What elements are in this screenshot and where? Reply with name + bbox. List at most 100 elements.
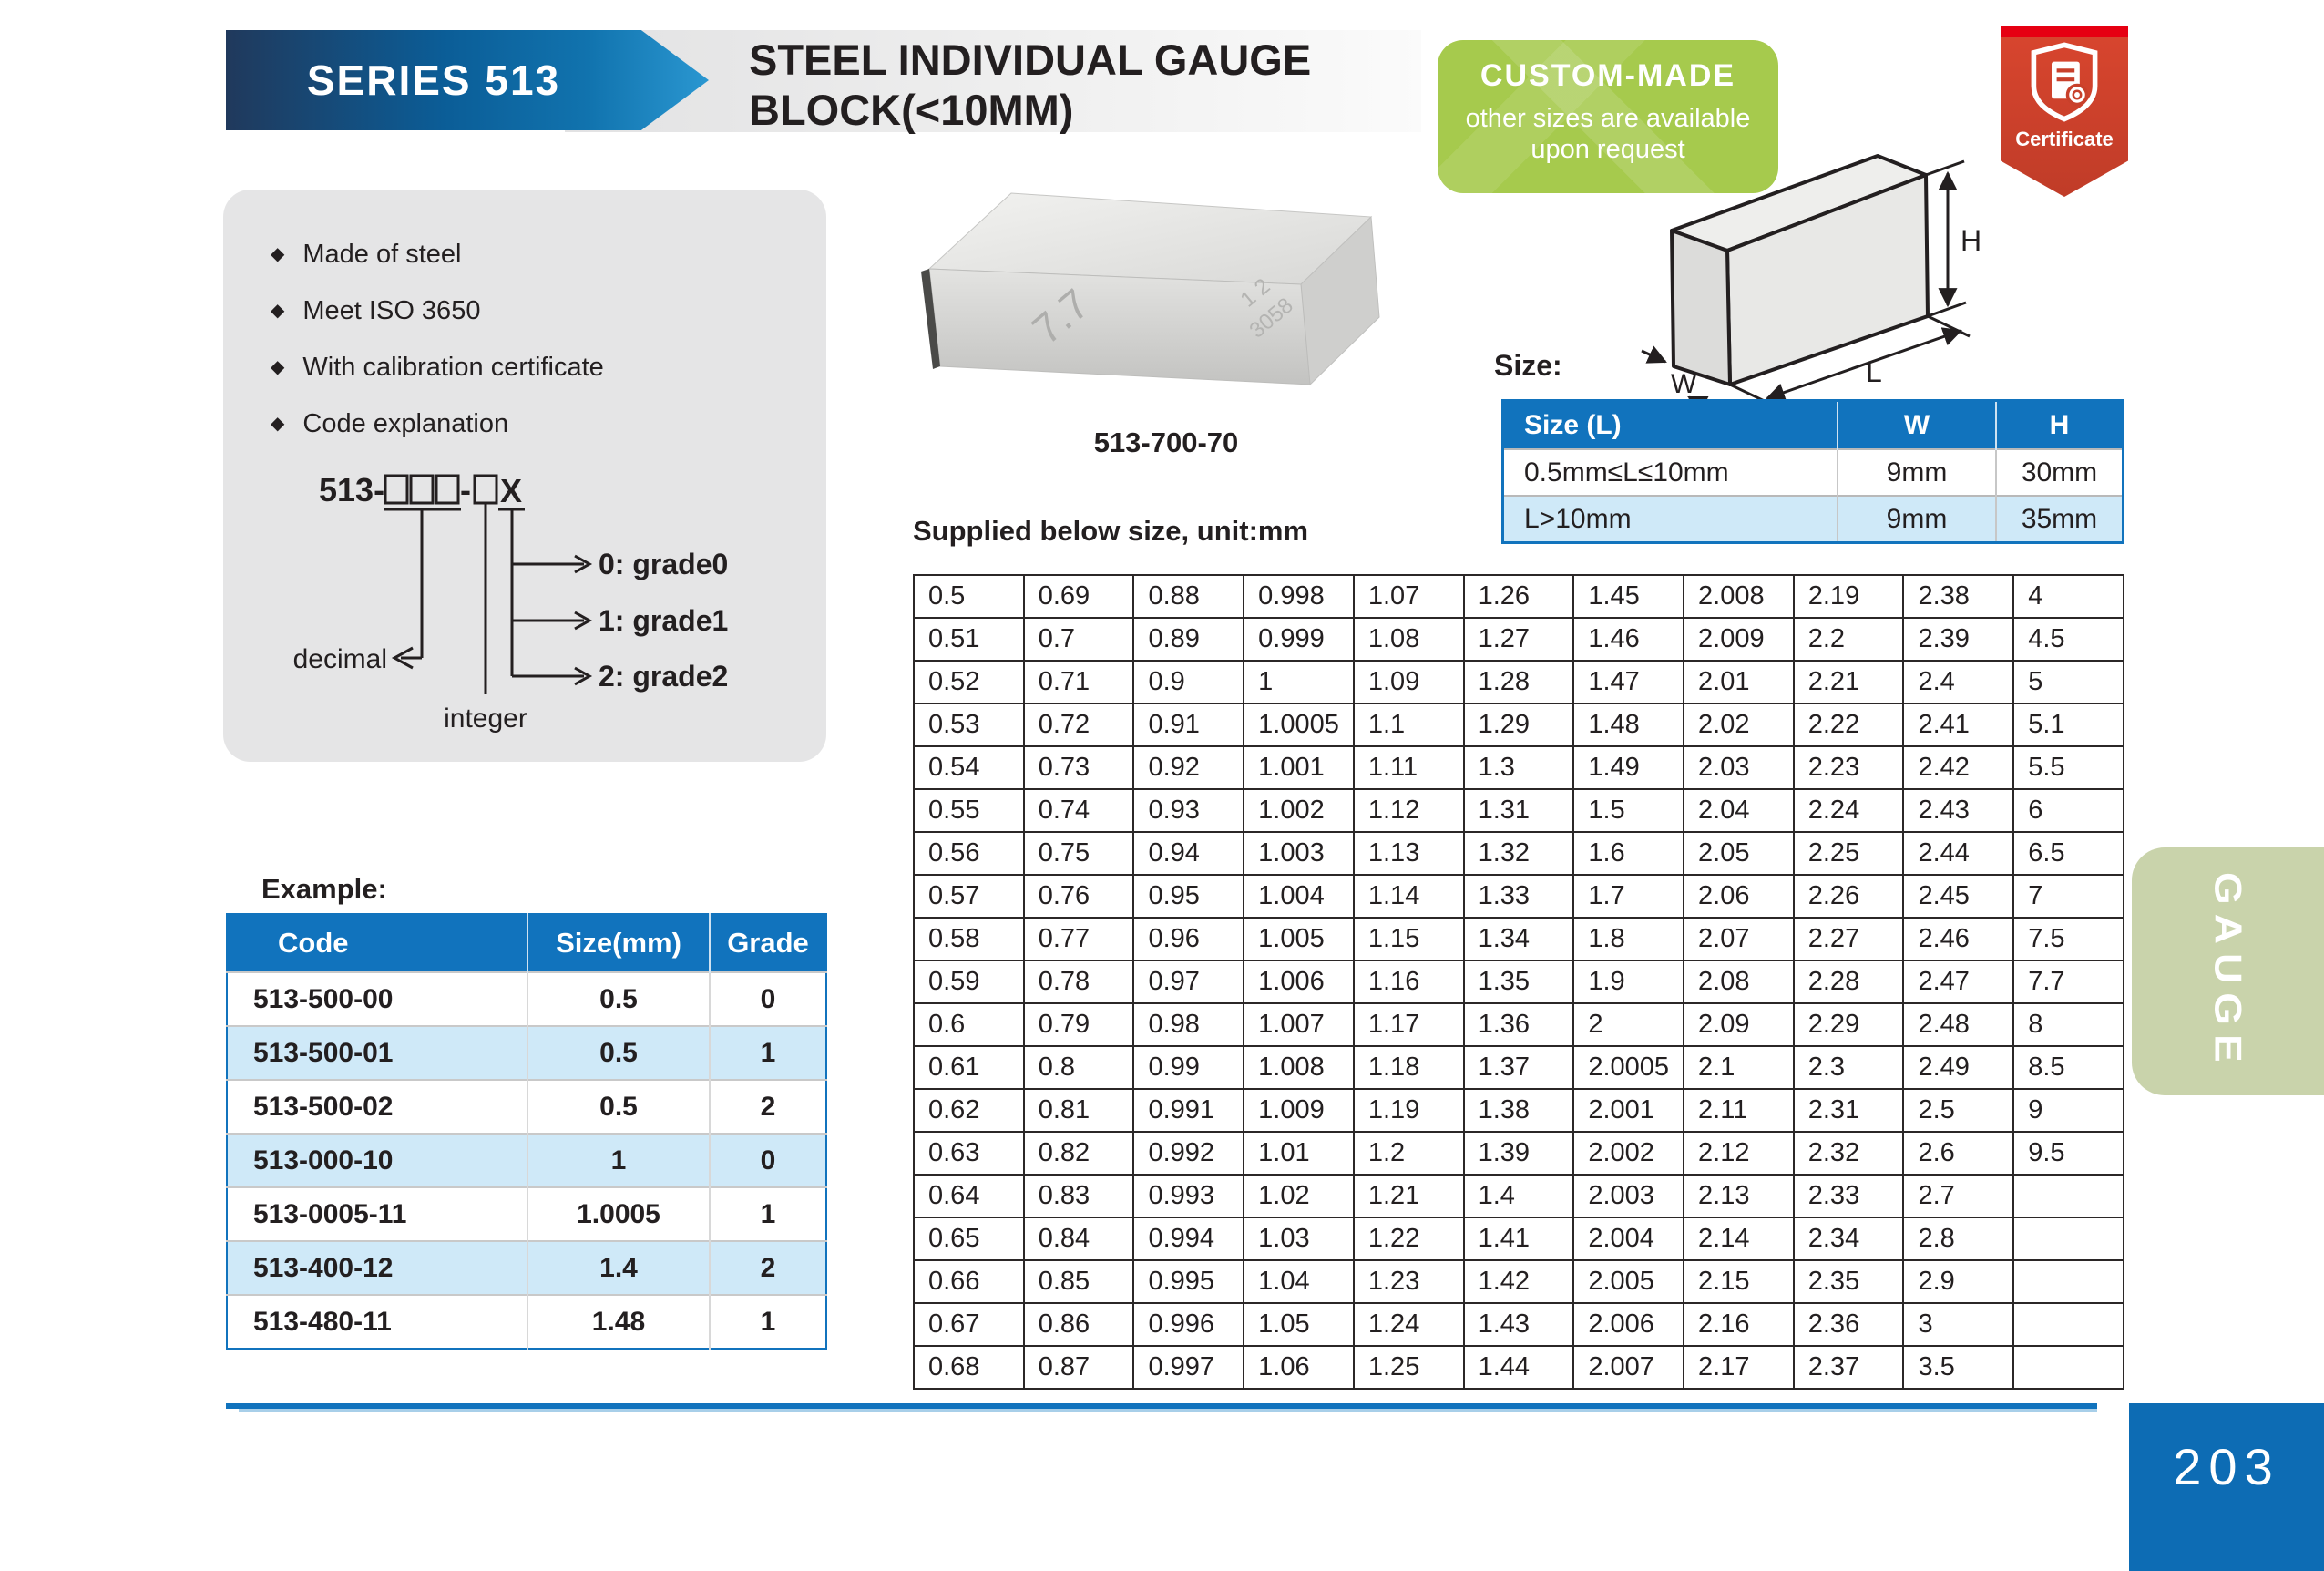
example-cell: 2 — [709, 1240, 826, 1295]
supplied-cell: 0.8 — [1022, 1045, 1135, 1090]
supplied-cell: 0.7 — [1022, 617, 1135, 662]
supplied-cell: 0.87 — [1022, 1345, 1135, 1390]
supplied-cell: 1.37 — [1462, 1045, 1575, 1090]
feature-item: ◆ Meet ISO 3650 — [271, 295, 481, 325]
supplied-cell: 0.53 — [913, 703, 1025, 747]
supplied-cell: 0.67 — [913, 1302, 1025, 1347]
supplied-cell: 1.05 — [1243, 1302, 1355, 1347]
title-strip — [565, 30, 1421, 132]
supplied-cell: 2.001 — [1572, 1088, 1685, 1133]
supplied-cell: 2.05 — [1683, 831, 1795, 876]
supplied-cell: 1.48 — [1572, 703, 1685, 747]
diamond-bullet-icon: ◆ — [271, 414, 285, 434]
supplied-cell: 2.33 — [1792, 1174, 1905, 1218]
supplied-cell: 0.98 — [1132, 1002, 1245, 1047]
supplied-cell: 2.35 — [1792, 1259, 1905, 1304]
supplied-cell: 0.66 — [913, 1259, 1025, 1304]
example-cell: 1.0005 — [527, 1186, 710, 1241]
supplied-cell: 0.82 — [1022, 1131, 1135, 1176]
supplied-cell: 1.36 — [1462, 1002, 1575, 1047]
supplied-cell: 1.13 — [1352, 831, 1465, 876]
supplied-cell: 1.43 — [1462, 1302, 1575, 1347]
custom-made-badge: CUSTOM-MADE other sizes are available up… — [1438, 40, 1778, 193]
supplied-cell: 1.6 — [1572, 831, 1685, 876]
code-explanation-diagram: 513- - X decimal integer 0: grade0 1: gr… — [293, 471, 729, 734]
supplied-cell: 1.16 — [1352, 960, 1465, 1004]
series-title: SERIES 513 — [306, 56, 561, 104]
supplied-cell: 0.998 — [1243, 574, 1355, 619]
supplied-cell: 0.71 — [1022, 660, 1135, 704]
supplied-cell: 1.5 — [1572, 788, 1685, 833]
page-number: 203 — [2173, 1438, 2280, 1495]
supplied-cell: 1.06 — [1243, 1345, 1355, 1390]
supplied-cell: 1.009 — [1243, 1088, 1355, 1133]
supplied-cell: 0.81 — [1022, 1088, 1135, 1133]
supplied-cell — [2012, 1302, 2124, 1347]
supplied-cell: 1.004 — [1243, 874, 1355, 919]
grade2-label: 2: grade2 — [599, 660, 728, 693]
supplied-cell: 0.6 — [913, 1002, 1025, 1047]
supplied-cell: 7.7 — [2012, 960, 2124, 1004]
table-row: 513-0005-11 1.0005 1 — [227, 1186, 826, 1241]
example-table: Code Size(mm) Grade 513-500-00 0.5 0 513-50… — [226, 913, 827, 1350]
supplied-cell: 8.5 — [2012, 1045, 2124, 1090]
supplied-cell: 2.25 — [1792, 831, 1905, 876]
supplied-cell: 0.95 — [1132, 874, 1245, 919]
supplied-cell: 8 — [2012, 1002, 2124, 1047]
supplied-cell: 9 — [2012, 1088, 2124, 1133]
supplied-cell: 1.15 — [1352, 917, 1465, 961]
table-row: 0.61 0.8 0.99 1.008 1.18 1.37 2.0005 2.1 2.3 2.49… — [913, 1045, 2124, 1090]
supplied-cell: 0.77 — [1022, 917, 1135, 961]
supplied-cell: 0.78 — [1022, 960, 1135, 1004]
supplied-cell: 0.75 — [1022, 831, 1135, 876]
custom-made-text: other sizes are available upon request — [1465, 104, 1751, 164]
supplied-cell: 1.01 — [1243, 1131, 1355, 1176]
example-cell: 1.4 — [527, 1240, 710, 1295]
supplied-cell: 2 — [1572, 1002, 1685, 1047]
size-col-header: H — [1995, 400, 2124, 449]
supplied-cell: 0.68 — [913, 1345, 1025, 1390]
page-title: STEEL INDIVIDUAL GAUGE BLOCK(<10MM) — [749, 35, 1311, 135]
example-cell: 0.5 — [527, 1025, 710, 1080]
feature-item: ◆ Made of steel — [271, 239, 462, 269]
supplied-cell: 1.31 — [1462, 788, 1575, 833]
supplied-cell: 1.14 — [1352, 874, 1465, 919]
example-col-header: Grade — [709, 914, 826, 972]
table-row: 513-000-10 1 0 — [227, 1133, 826, 1187]
supplied-cell: 1.008 — [1243, 1045, 1355, 1090]
grade1-label: 1: grade1 — [599, 604, 728, 637]
supplied-cell: 4.5 — [2012, 617, 2124, 662]
code-suffix: X — [500, 472, 522, 509]
supplied-cell: 0.83 — [1022, 1174, 1135, 1218]
supplied-cell: 1.25 — [1352, 1345, 1465, 1390]
supplied-cell: 2.9 — [1902, 1259, 2015, 1304]
side-tab-label: GAUGE — [2206, 871, 2249, 1072]
supplied-cell: 2.31 — [1792, 1088, 1905, 1133]
supplied-cell: 6.5 — [2012, 831, 2124, 876]
supplied-size-table: 0.5 0.69 0.88 0.998 1.07 1.26 1.45 2.008 2.19 2.3… — [913, 574, 2124, 1390]
supplied-cell: 0.9 — [1132, 660, 1245, 704]
table-row: 0.5 0.69 0.88 0.998 1.07 1.26 1.45 2.008 2.19 2.3… — [913, 574, 2124, 619]
supplied-cell: 0.996 — [1132, 1302, 1245, 1347]
supplied-cell: 2.32 — [1792, 1131, 1905, 1176]
dim-h-label: H — [1961, 224, 1981, 257]
supplied-cell: 0.92 — [1132, 745, 1245, 790]
feature-item: ◆ With calibration certificate — [271, 352, 604, 382]
supplied-cell: 1.27 — [1462, 617, 1575, 662]
supplied-cell: 0.84 — [1022, 1217, 1135, 1261]
gauge-block-photo: 7.7 1 2 3058 — [921, 192, 1380, 386]
supplied-cell: 1.34 — [1462, 917, 1575, 961]
supplied-cell: 1.45 — [1572, 574, 1685, 619]
example-cell: 2 — [709, 1079, 826, 1134]
supplied-cell: 2.17 — [1683, 1345, 1795, 1390]
supplied-cell: 2.002 — [1572, 1131, 1685, 1176]
example-cell: 513-500-02 — [227, 1079, 527, 1134]
table-row: 0.56 0.75 0.94 1.003 1.13 1.32 1.6 2.05 2.25 2.44… — [913, 831, 2124, 876]
size-section-label: Size: — [1494, 349, 1562, 382]
side-tab-gauge: GAUGE — [2132, 847, 2324, 1095]
supplied-cell: 0.55 — [913, 788, 1025, 833]
feature-item: ◆ Code explanation — [271, 408, 509, 438]
diamond-bullet-icon: ◆ — [271, 357, 285, 377]
supplied-cell: 2.19 — [1792, 574, 1905, 619]
